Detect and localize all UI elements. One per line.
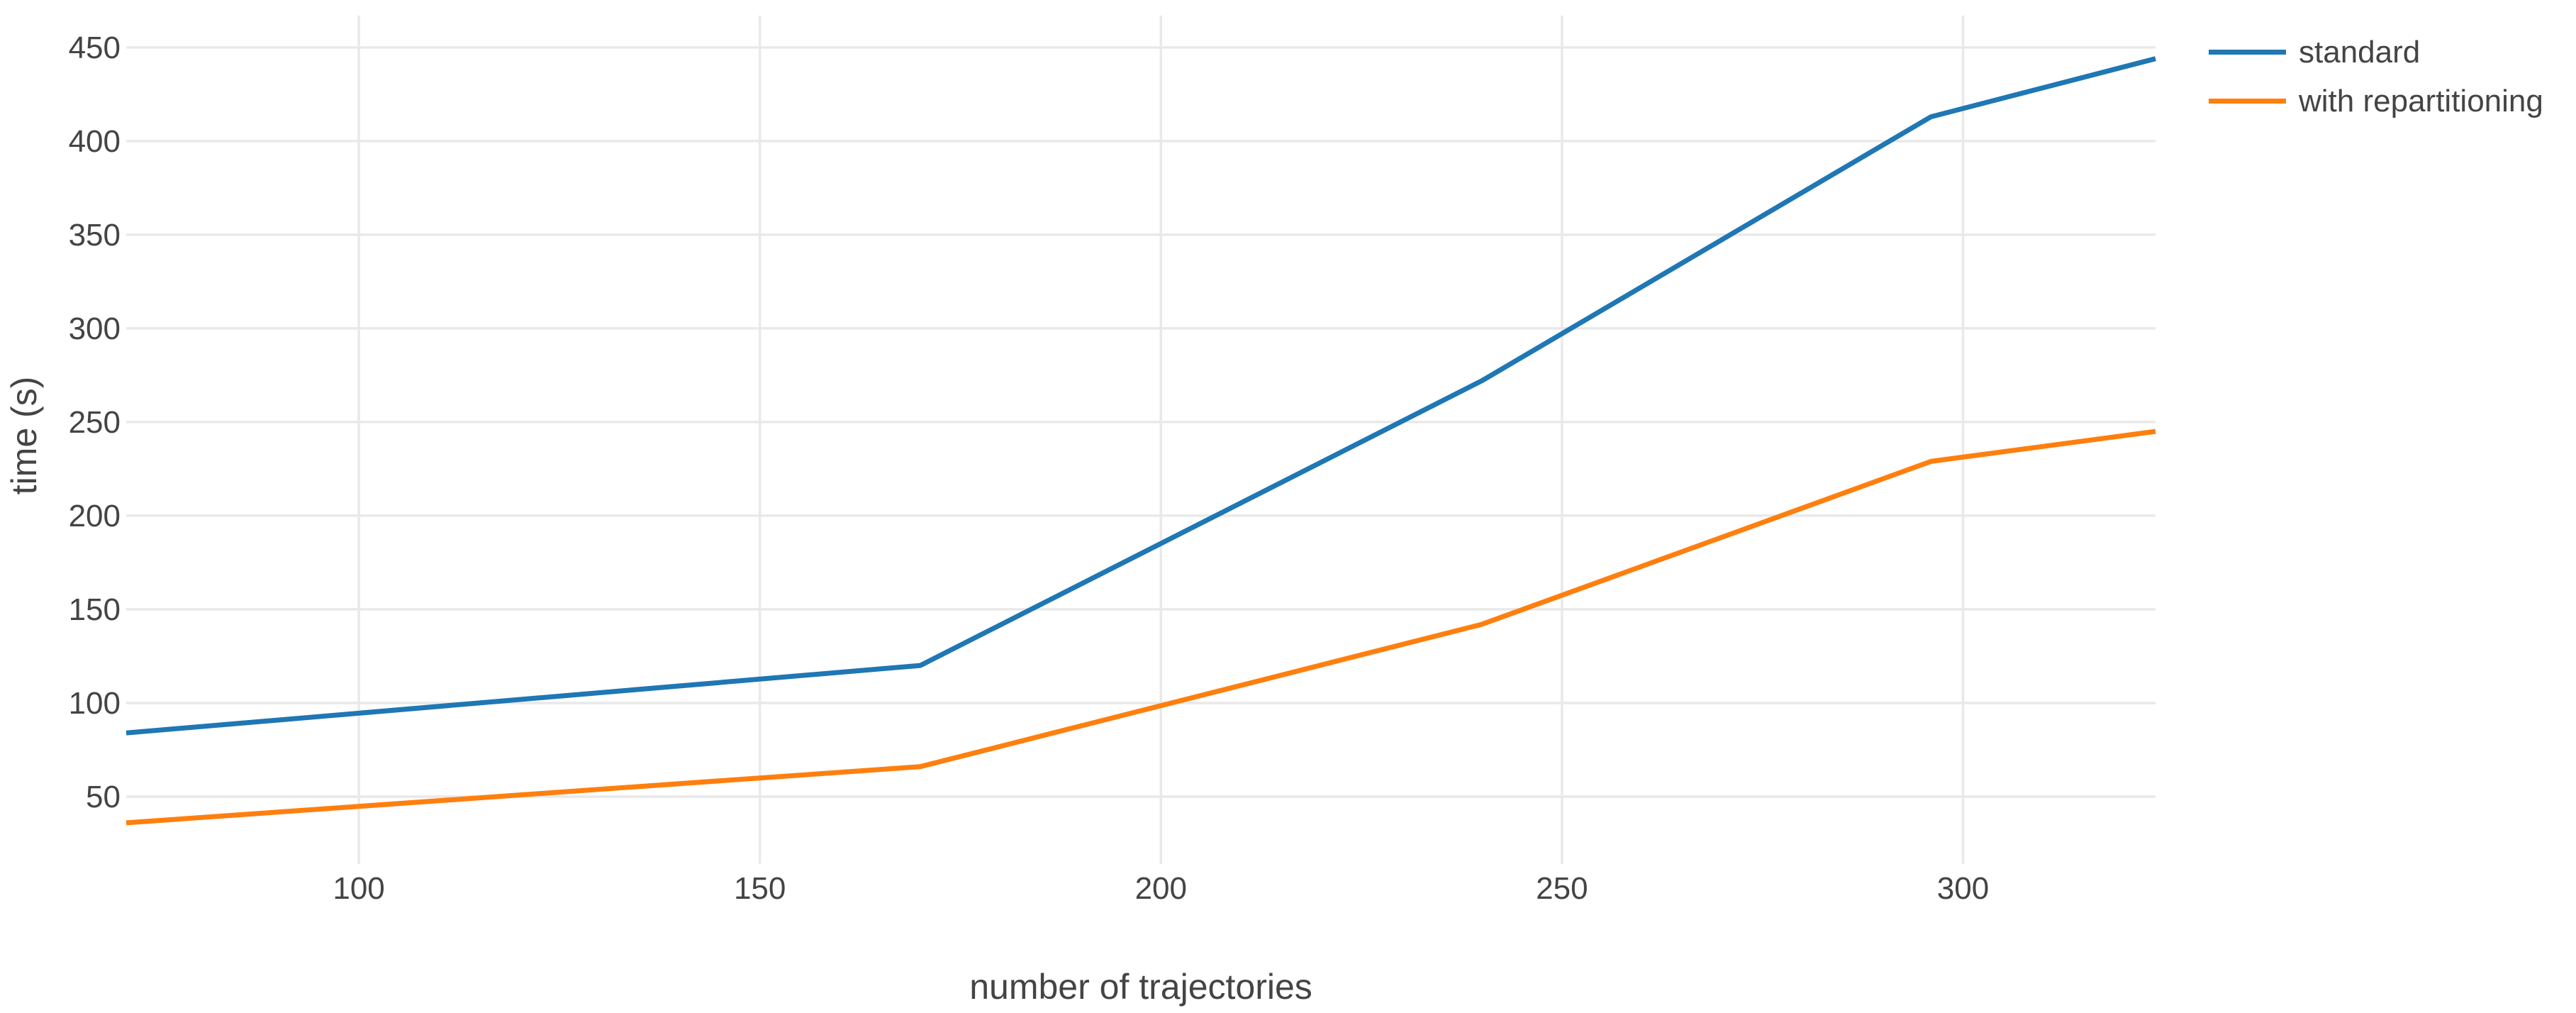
- x-tick-label-300: 300: [1937, 871, 1989, 906]
- legend-label-with-repartitioning: with repartitioning: [2299, 83, 2543, 118]
- series-line-standard: [126, 56, 2156, 736]
- x-tick-label-200: 200: [1135, 871, 1187, 906]
- legend: standard with repartitioning: [2209, 28, 2543, 126]
- x-tick-label-250: 250: [1536, 871, 1588, 906]
- y-tick-label-100: 100: [69, 686, 121, 721]
- y-tick-label-200: 200: [69, 499, 121, 533]
- y-tick-label-450: 450: [69, 31, 121, 65]
- x-tick-label-100: 100: [333, 871, 384, 906]
- legend-line-swatch-standard: [2209, 50, 2286, 55]
- y-axis-title: time (s): [4, 376, 44, 495]
- legend-item-standard[interactable]: standard: [2209, 28, 2543, 77]
- y-tick-label-400: 400: [69, 124, 121, 159]
- y-tick-label-250: 250: [69, 405, 121, 440]
- y-tick-label-50: 50: [86, 780, 121, 814]
- y-tick-label-150: 150: [69, 592, 121, 627]
- y-tick-label-350: 350: [69, 218, 121, 253]
- series-line-with-repartitioning: [126, 428, 2156, 826]
- x-tick-label-150: 150: [734, 871, 786, 906]
- y-tick-label-300: 300: [69, 311, 121, 346]
- x-axis-title: number of trajectories: [969, 967, 1312, 1007]
- legend-line-swatch-with-repartitioning: [2209, 99, 2286, 104]
- legend-label-standard: standard: [2299, 34, 2421, 70]
- legend-item-with-repartitioning[interactable]: with repartitioning: [2209, 77, 2543, 126]
